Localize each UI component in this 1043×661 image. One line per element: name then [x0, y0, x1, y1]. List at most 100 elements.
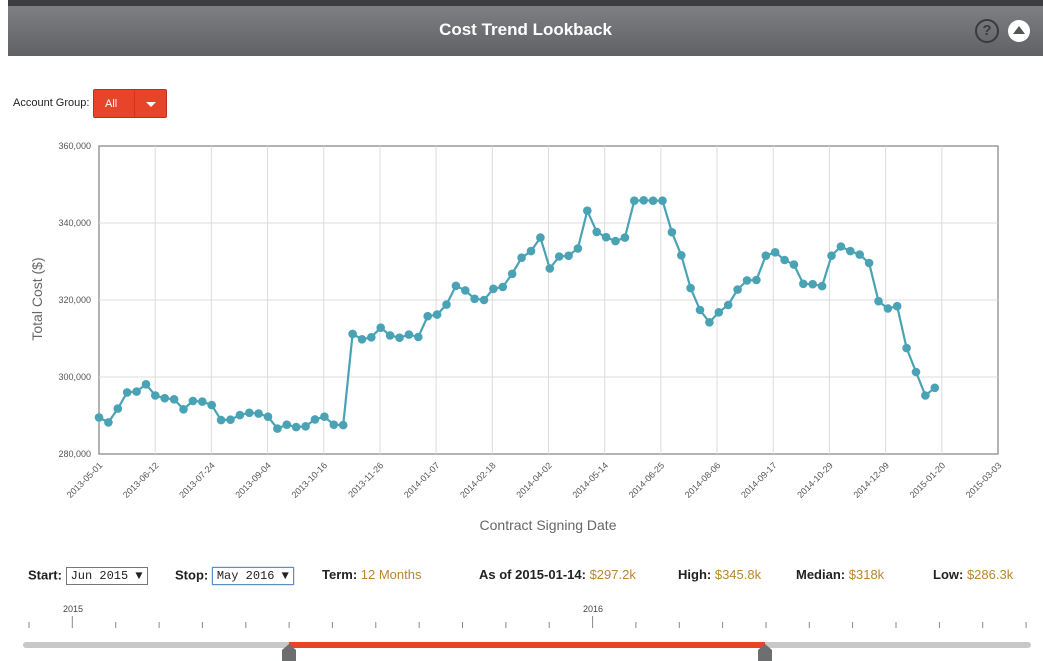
data-point[interactable]: [263, 412, 273, 422]
timeline-range-slider[interactable]: 2015 2016: [0, 598, 1043, 661]
data-point[interactable]: [198, 397, 207, 406]
data-point[interactable]: [658, 196, 667, 205]
data-point[interactable]: [451, 281, 461, 291]
data-point[interactable]: [226, 415, 235, 425]
data-point[interactable]: [395, 333, 404, 342]
data-point[interactable]: [808, 279, 817, 289]
data-point[interactable]: [376, 323, 386, 332]
data-point[interactable]: [648, 196, 658, 205]
data-point[interactable]: [329, 420, 339, 430]
data-point[interactable]: [902, 343, 911, 353]
data-point[interactable]: [714, 308, 724, 317]
data-point[interactable]: [592, 227, 601, 237]
data-point[interactable]: [282, 420, 292, 430]
data-point[interactable]: [911, 367, 921, 377]
data-point[interactable]: [554, 252, 564, 261]
data-point[interactable]: [404, 330, 414, 339]
data-point[interactable]: [291, 422, 301, 432]
account-group-dropdown[interactable]: All: [93, 89, 167, 118]
data-point[interactable]: [761, 251, 771, 260]
data-point[interactable]: [564, 251, 573, 260]
data-point[interactable]: [245, 408, 254, 418]
data-point[interactable]: [780, 255, 789, 265]
data-point[interactable]: [733, 285, 742, 294]
data-point[interactable]: [141, 380, 151, 389]
data-point[interactable]: [151, 391, 160, 400]
data-point[interactable]: [686, 283, 695, 293]
data-point[interactable]: [122, 388, 132, 397]
data-point[interactable]: [892, 301, 902, 311]
timeline-stop-handle[interactable]: [758, 644, 772, 661]
data-point[interactable]: [160, 393, 169, 403]
data-point[interactable]: [770, 248, 780, 257]
data-point[interactable]: [723, 300, 733, 310]
data-point[interactable]: [864, 258, 874, 268]
data-point[interactable]: [874, 296, 883, 306]
data-point[interactable]: [414, 332, 423, 342]
data-point[interactable]: [470, 294, 479, 304]
data-point[interactable]: [432, 310, 442, 319]
data-point[interactable]: [489, 284, 498, 294]
data-point[interactable]: [817, 281, 827, 291]
data-point[interactable]: [667, 227, 677, 237]
data-point[interactable]: [930, 383, 940, 393]
data-point[interactable]: [216, 415, 226, 425]
data-point[interactable]: [273, 424, 282, 433]
data-point[interactable]: [320, 412, 329, 422]
data-point[interactable]: [827, 251, 836, 260]
data-point[interactable]: [517, 253, 526, 262]
data-point[interactable]: [601, 232, 611, 242]
data-point[interactable]: [357, 335, 367, 344]
data-point[interactable]: [677, 251, 686, 260]
chevron-down-icon[interactable]: [146, 102, 156, 107]
data-point[interactable]: [113, 404, 123, 413]
data-point[interactable]: [461, 286, 470, 295]
data-point[interactable]: [94, 413, 104, 422]
data-point[interactable]: [742, 276, 752, 285]
stop-select[interactable]: May 2016 ▼: [211, 567, 294, 585]
help-icon[interactable]: ?: [975, 19, 999, 43]
data-point[interactable]: [855, 250, 864, 259]
data-point[interactable]: [479, 295, 489, 305]
data-point[interactable]: [498, 282, 508, 292]
data-point[interactable]: [507, 269, 517, 279]
data-point[interactable]: [207, 400, 216, 410]
data-point[interactable]: [188, 396, 198, 406]
data-point[interactable]: [883, 304, 893, 313]
data-point[interactable]: [695, 305, 705, 315]
data-point[interactable]: [526, 246, 536, 256]
data-point[interactable]: [385, 331, 395, 340]
data-point[interactable]: [169, 395, 179, 404]
data-point[interactable]: [367, 333, 376, 342]
data-point[interactable]: [573, 244, 583, 253]
data-point[interactable]: [348, 329, 357, 339]
data-point[interactable]: [442, 300, 451, 309]
data-point[interactable]: [630, 196, 639, 205]
data-point[interactable]: [536, 233, 545, 242]
data-point[interactable]: [132, 387, 141, 396]
data-point[interactable]: [639, 196, 648, 205]
data-point[interactable]: [705, 318, 714, 327]
data-point[interactable]: [789, 260, 799, 269]
data-point[interactable]: [423, 311, 433, 321]
data-point[interactable]: [583, 206, 592, 215]
data-point[interactable]: [545, 264, 555, 273]
data-point[interactable]: [620, 233, 630, 242]
timeline-start-handle[interactable]: [282, 644, 296, 661]
data-point[interactable]: [921, 391, 930, 400]
data-point[interactable]: [799, 279, 808, 289]
data-point[interactable]: [836, 242, 846, 251]
timeline-selected-range[interactable]: [289, 642, 765, 648]
data-point[interactable]: [235, 410, 245, 420]
data-point[interactable]: [752, 275, 761, 285]
data-point[interactable]: [254, 409, 263, 418]
data-point[interactable]: [338, 420, 348, 430]
data-point[interactable]: [104, 418, 113, 427]
data-point[interactable]: [846, 246, 855, 256]
data-point[interactable]: [611, 236, 620, 246]
start-select[interactable]: Jun 2015 ▼: [65, 567, 148, 585]
collapse-icon[interactable]: [1008, 20, 1030, 42]
data-point[interactable]: [179, 405, 188, 414]
data-point[interactable]: [301, 422, 310, 431]
data-point[interactable]: [310, 415, 320, 424]
